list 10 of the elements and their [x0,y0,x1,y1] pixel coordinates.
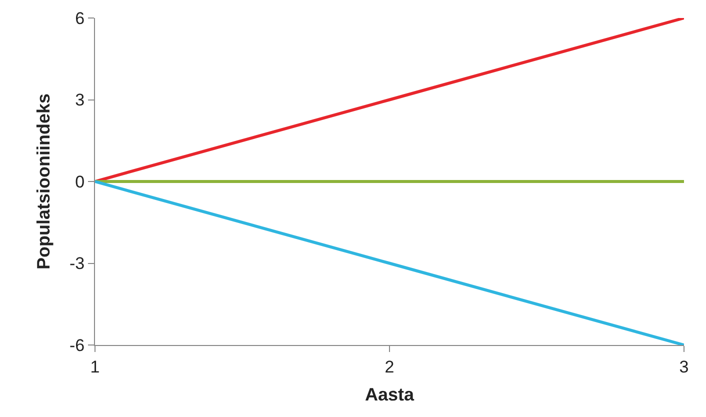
y-tick-label: 0 [75,172,85,192]
y-tick-label: -6 [69,336,85,355]
x-tick-label: 3 [679,357,689,376]
y-tick-label: 3 [75,90,85,110]
x-axis-title: Aasta [364,384,415,404]
y-tick-label: 6 [75,8,85,28]
y-tick-label: -3 [69,254,85,274]
y-axis-title: Populatsiooniindeks [34,93,54,270]
x-tick-label: 1 [90,357,100,376]
x-tick-label: 2 [384,357,394,376]
